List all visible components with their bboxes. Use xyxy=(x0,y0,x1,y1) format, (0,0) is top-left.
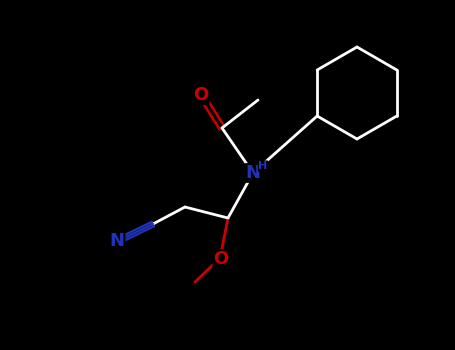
Text: O: O xyxy=(193,86,209,104)
Text: O: O xyxy=(213,250,228,268)
Text: N: N xyxy=(246,164,261,182)
Text: H: H xyxy=(258,161,268,171)
Text: N: N xyxy=(110,232,125,250)
